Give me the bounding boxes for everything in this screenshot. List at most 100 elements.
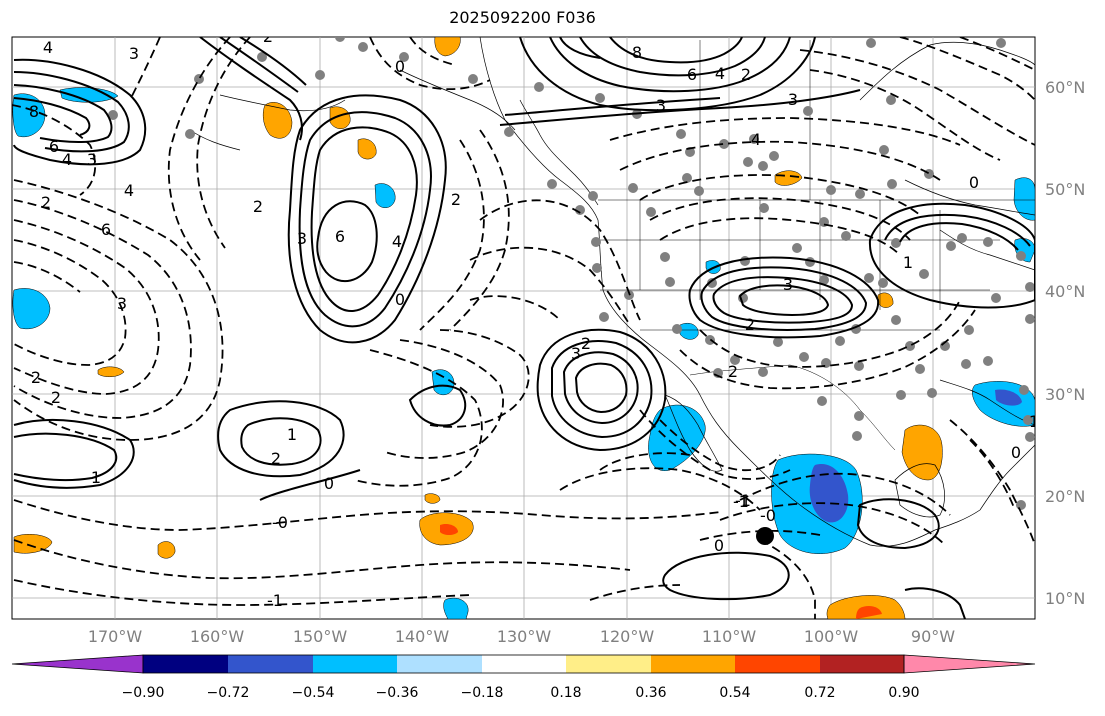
contour-label: 1 bbox=[1029, 412, 1039, 431]
contour-label: -1 bbox=[267, 591, 283, 610]
contour-label: 1 bbox=[91, 468, 101, 487]
colorbar-tick-label: 0.54 bbox=[719, 685, 750, 701]
lon-label: 100°W bbox=[804, 627, 859, 646]
contour-label: 3 bbox=[87, 150, 97, 169]
colorbar-ticks: −0.90 −0.72 −0.54 −0.36 −0.18 0.18 0.36 … bbox=[122, 685, 920, 701]
lon-axis: 170°W 160°W 150°W 140°W 130°W 120°W 110°… bbox=[88, 627, 955, 646]
lat-label: 20°N bbox=[1045, 487, 1085, 506]
contour-label: 6 bbox=[335, 227, 345, 246]
contour-label: 1 bbox=[903, 253, 913, 272]
colorbar-segment bbox=[143, 655, 228, 673]
contour-label: 2 bbox=[263, 27, 273, 46]
colorbar-min-extend bbox=[11, 654, 144, 674]
colorbar: −0.90 −0.72 −0.54 −0.36 −0.18 0.18 0.36 … bbox=[11, 654, 1036, 701]
contour-label: 4 bbox=[715, 64, 725, 83]
contour-label: 2 bbox=[451, 190, 461, 209]
contour-label: 0 bbox=[395, 290, 405, 309]
colorbar-segment bbox=[651, 655, 735, 673]
contour-label: 4 bbox=[124, 181, 134, 200]
solid-contours bbox=[13, 37, 1035, 619]
graticule bbox=[12, 37, 1035, 619]
lat-axis: 60°N 50°N 40°N 30°N 20°N 10°N bbox=[1045, 78, 1085, 608]
colorbar-tick-label: −0.36 bbox=[376, 685, 419, 701]
colorbar-segment bbox=[228, 655, 313, 673]
contour-label: 3 bbox=[571, 344, 581, 363]
contour-label: 2 bbox=[581, 334, 591, 353]
lon-label: 150°W bbox=[293, 627, 348, 646]
contour-label: 4 bbox=[751, 130, 761, 149]
colorbar-tick-label: −0.54 bbox=[292, 685, 335, 701]
colorbar-segment bbox=[566, 655, 651, 673]
lat-label: 50°N bbox=[1045, 180, 1085, 199]
blue-blob-west-pacific bbox=[12, 288, 51, 330]
contour-label: 2 bbox=[31, 368, 41, 387]
colorbar-segment bbox=[397, 655, 482, 673]
contour-label: 2 bbox=[728, 362, 738, 381]
lon-label: 130°W bbox=[497, 627, 552, 646]
colorbar-segment bbox=[735, 655, 820, 673]
contour-label: 0 bbox=[1011, 443, 1021, 462]
map-title: 2025092200 F036 bbox=[449, 8, 596, 27]
orange-blob-gulf bbox=[901, 424, 943, 481]
contour-label: 4 bbox=[43, 38, 53, 57]
marker-dot[interactable] bbox=[756, 527, 774, 545]
lon-label: 160°W bbox=[190, 627, 245, 646]
contour-label: 3 bbox=[129, 44, 139, 63]
contour-label: 4 bbox=[392, 232, 402, 251]
lon-label: 140°W bbox=[395, 627, 450, 646]
colorbar-tick-label: 0.72 bbox=[804, 685, 835, 701]
contour-label: 2 bbox=[745, 315, 755, 334]
contour-label: 8 bbox=[29, 102, 39, 121]
colorbar-tick-label: −0.18 bbox=[461, 685, 504, 701]
contour-label: 6 bbox=[49, 137, 59, 156]
station-dots bbox=[108, 37, 1035, 510]
contour-label: 6 bbox=[101, 220, 111, 239]
contour-label: 2 bbox=[271, 449, 281, 468]
lat-label: 10°N bbox=[1045, 589, 1085, 608]
contour-label: 2 bbox=[741, 65, 751, 84]
colorbar-segment bbox=[313, 655, 397, 673]
colorbar-tick-label: −0.72 bbox=[207, 685, 250, 701]
colorbar-tick-label: −0.90 bbox=[122, 685, 165, 701]
colorbar-tick-label: 0.18 bbox=[550, 685, 581, 701]
contour-label: 8 bbox=[632, 43, 642, 62]
contour-label: 0 bbox=[969, 173, 979, 192]
lat-label: 60°N bbox=[1045, 78, 1085, 97]
contour-label: 2 bbox=[51, 388, 61, 407]
lon-label: 120°W bbox=[600, 627, 655, 646]
contour-label: -1 bbox=[735, 491, 751, 510]
contour-label: 1 bbox=[287, 425, 297, 444]
political-borders bbox=[598, 40, 1035, 451]
lat-label: 30°N bbox=[1045, 385, 1085, 404]
contour-label: 2 bbox=[41, 193, 51, 212]
colorbar-max-extend bbox=[903, 654, 1036, 674]
lat-label: 40°N bbox=[1045, 282, 1085, 301]
colorbar-segment bbox=[482, 655, 566, 673]
contour-label: -0 bbox=[272, 513, 288, 532]
contour-label: 3 bbox=[117, 294, 127, 313]
lon-label: 170°W bbox=[88, 627, 143, 646]
contour-label: 3 bbox=[783, 275, 793, 294]
contour-label: 3 bbox=[656, 96, 666, 115]
contour-label: -0 bbox=[760, 506, 776, 525]
contour-label: -1 bbox=[733, 492, 749, 511]
contour-label: 2 bbox=[253, 197, 263, 216]
contour-label: 3 bbox=[788, 90, 798, 109]
contour-label: 6 bbox=[687, 65, 697, 84]
contour-label: 4 bbox=[62, 150, 72, 169]
contour-label: 3 bbox=[297, 229, 307, 248]
contour-label: 0 bbox=[395, 57, 405, 76]
map-panel[interactable] bbox=[11, 36, 1036, 620]
dashed-contours bbox=[12, 37, 1035, 619]
colorbar-segment bbox=[820, 655, 904, 673]
contour-label: 0 bbox=[714, 536, 724, 555]
purple-blob-mexico bbox=[809, 464, 849, 523]
contour-label-layer: 4 3 8 6 4 3 2 4 2 6 3 2 2 1 2 0 -0 1 -1 … bbox=[29, 27, 1039, 610]
colorbar-tick-label: 0.90 bbox=[888, 685, 919, 701]
lon-label: 110°W bbox=[702, 627, 757, 646]
lon-label: 90°W bbox=[911, 627, 955, 646]
blue-blob-northwest bbox=[12, 93, 46, 138]
contour-label: 0 bbox=[324, 474, 334, 493]
colorbar-tick-label: 0.36 bbox=[635, 685, 666, 701]
